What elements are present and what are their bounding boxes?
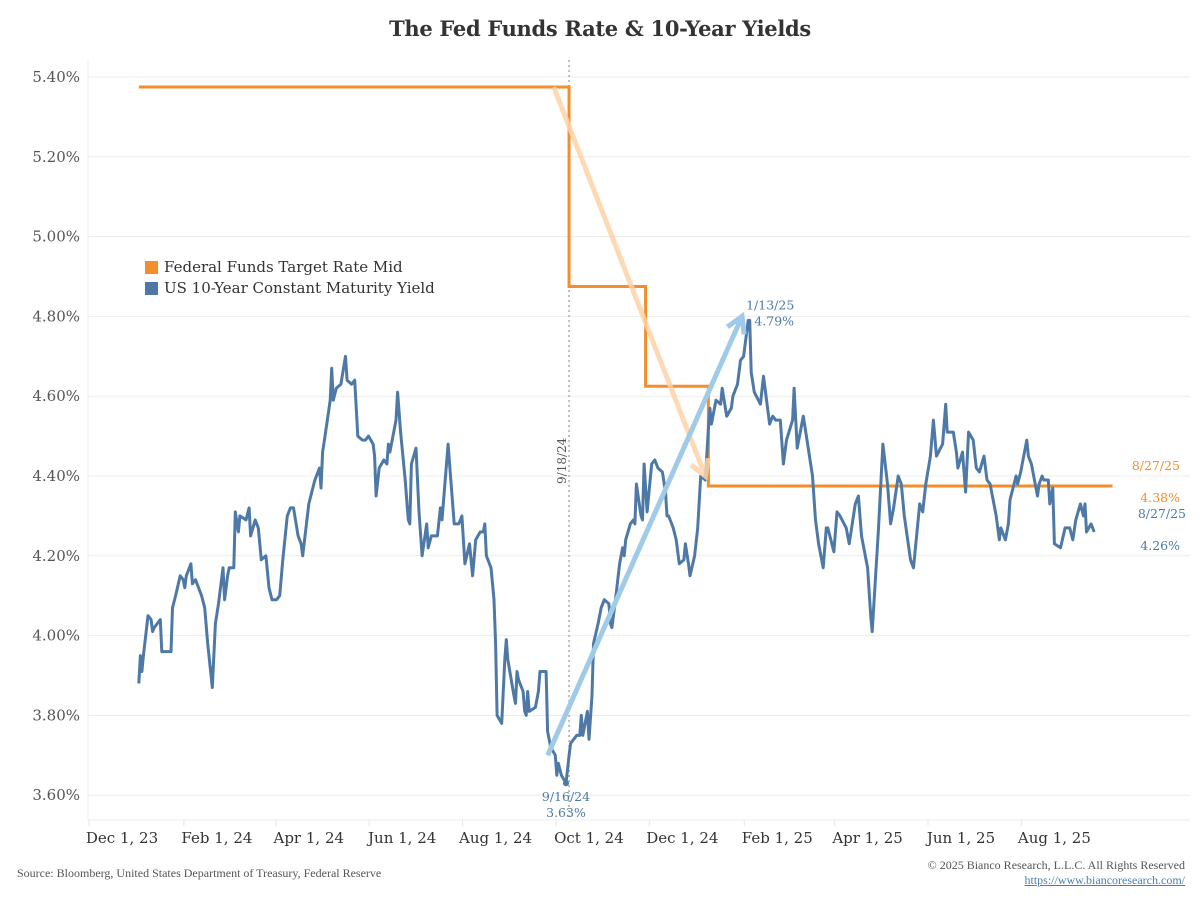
x-axis-ticks: Dec 1, 23 Feb 1, 24 Apr 1, 24 Jun 1, 24 Aug …	[86, 820, 1091, 847]
y-tick-label: 5.40%	[32, 68, 80, 86]
legend-swatch-orange	[145, 261, 158, 274]
x-tick-label: Jun 1, 25	[925, 829, 995, 847]
low-point-value-label: 3.63%	[546, 805, 586, 820]
legend-label: US 10-Year Constant Maturity Yield	[164, 279, 435, 297]
legend-item-fed-funds[interactable]: Federal Funds Target Rate Mid	[145, 257, 435, 278]
y-tick-label: 4.00%	[32, 627, 80, 645]
x-tick-label: Aug 1, 25	[1017, 829, 1091, 847]
legend-item-10y-yield[interactable]: US 10-Year Constant Maturity Yield	[145, 278, 435, 299]
grid-lines	[87, 60, 1190, 821]
y-tick-label: 4.40%	[32, 467, 80, 485]
website-link[interactable]: https://www.biancoresearch.com/	[1024, 873, 1185, 887]
low-point-date-label: 9/16/24	[542, 789, 590, 804]
y-tick-label: 4.80%	[32, 307, 80, 325]
x-tick-label: Feb 1, 25	[742, 829, 813, 847]
vline-label: 9/18/24	[555, 437, 569, 484]
x-tick-label: Aug 1, 24	[458, 829, 532, 847]
annotation-arrows	[545, 86, 747, 757]
source-note: Source: Bloomberg, United States Departm…	[17, 866, 382, 880]
fed-funds-end-date-label: 8/27/25	[1132, 458, 1180, 473]
y-tick-label: 4.20%	[32, 547, 80, 565]
arrow-yield-rise-head	[725, 311, 747, 335]
y-tick-label: 5.20%	[32, 148, 80, 166]
x-tick-label: Apr 1, 24	[273, 829, 345, 847]
y-axis-ticks: 3.60% 3.80% 4.00% 4.20% 4.40% 4.60% 4.80% 5.00%…	[32, 68, 80, 804]
high-point-value-label: 4.79%	[754, 313, 794, 328]
copyright-text: © 2025 Bianco Research, L.L.C. All Right…	[927, 858, 1185, 872]
yield-end-date-label: 8/27/25	[1138, 506, 1186, 521]
arrow-fed-cuts-head	[689, 457, 711, 481]
legend-label: Federal Funds Target Rate Mid	[164, 258, 403, 276]
y-tick-label: 5.00%	[32, 228, 80, 246]
y-tick-label: 4.60%	[32, 387, 80, 405]
arrow-yield-rise-shaft	[545, 315, 745, 757]
arrow-yield-rise	[545, 311, 747, 757]
legend: Federal Funds Target Rate Mid US 10-Year…	[145, 257, 435, 299]
fed-funds-end-value-label: 4.38%	[1140, 490, 1180, 505]
chart-title: The Fed Funds Rate & 10-Year Yields	[389, 16, 811, 41]
x-tick-label: Dec 1, 23	[86, 829, 158, 847]
arrow-fed-cuts-shaft	[551, 86, 708, 477]
low-point-marker	[562, 780, 569, 787]
x-tick-label: Jun 1, 24	[366, 829, 436, 847]
series-lines	[137, 85, 1113, 785]
x-tick-label: Oct 1, 24	[554, 829, 624, 847]
y-tick-label: 3.60%	[32, 786, 80, 804]
x-tick-label: Dec 1, 24	[646, 829, 718, 847]
y-tick-label: 3.80%	[32, 706, 80, 724]
copyright-block: © 2025 Bianco Research, L.L.C. All Right…	[928, 858, 1185, 888]
legend-swatch-blue	[145, 282, 158, 295]
yield-end-value-label: 4.26%	[1140, 538, 1180, 553]
x-tick-label: Feb 1, 24	[181, 829, 252, 847]
annotation-labels: 9/16/243.63%1/13/254.79%8/27/254.38%8/27…	[542, 297, 1186, 820]
arrow-fed-cuts	[551, 86, 711, 481]
x-tick-label: Apr 1, 25	[831, 829, 903, 847]
high-point-date-label: 1/13/25	[746, 297, 794, 312]
ten-year-yield-line	[137, 318, 1096, 785]
